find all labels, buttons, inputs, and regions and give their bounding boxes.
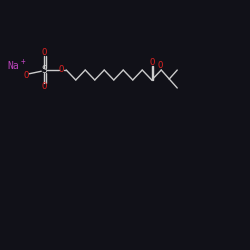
Text: S: S bbox=[42, 65, 48, 75]
Text: O: O bbox=[158, 61, 163, 70]
Text: O: O bbox=[150, 58, 155, 67]
Text: O: O bbox=[24, 70, 29, 80]
Text: Na: Na bbox=[8, 61, 20, 71]
Text: +: + bbox=[21, 57, 25, 66]
Text: O: O bbox=[42, 48, 47, 57]
Text: O: O bbox=[58, 66, 64, 74]
Text: O: O bbox=[42, 82, 47, 91]
